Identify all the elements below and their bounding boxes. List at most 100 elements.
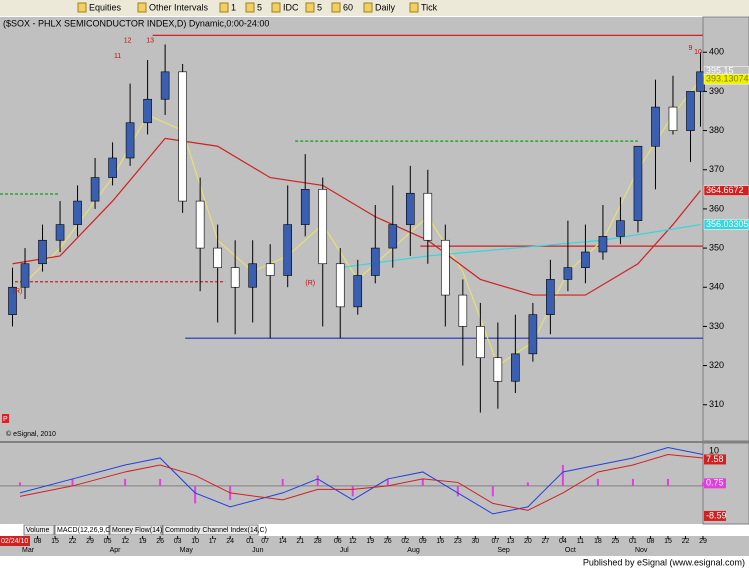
tab-label[interactable]: Money Flow(14)	[112, 527, 162, 534]
value-box	[703, 219, 749, 230]
candle-body	[265, 263, 275, 276]
tab-label[interactable]: MACD(12,26,9,C)	[57, 527, 113, 534]
macd-hist	[124, 478, 127, 486]
macd-macd	[19, 446, 704, 515]
annotation: 11	[114, 53, 121, 60]
candle-body	[616, 220, 625, 237]
candle-body	[143, 98, 152, 124]
x-tick-label: 24	[226, 538, 234, 545]
macd-hist	[159, 478, 162, 486]
y-axis-area	[702, 16, 749, 525]
x-tick-label: 08	[647, 538, 655, 545]
toolbar-button[interactable]	[363, 2, 373, 13]
value-box	[703, 185, 749, 196]
macd-hist	[194, 485, 197, 504]
moving-average	[340, 223, 701, 269]
p-marker	[2, 414, 9, 423]
value-box-label: 393.13074	[706, 74, 749, 84]
x-tick-label: 19	[139, 538, 147, 545]
candle-body	[125, 122, 135, 159]
candle-body	[423, 192, 433, 241]
toolbar-label[interactable]: 60	[343, 2, 353, 12]
x-tick-label: 05	[104, 538, 112, 545]
toolbar-button[interactable]	[77, 2, 87, 13]
annotation: 10	[694, 49, 702, 56]
macd-tick-label: 10	[709, 445, 719, 455]
macd-hist	[316, 475, 319, 486]
month-label: Oct	[565, 547, 576, 554]
x-tick-label: 06	[334, 538, 342, 545]
toolbar-button[interactable]	[409, 2, 419, 13]
macd-value-label: 7.58	[706, 454, 724, 464]
candle-body	[581, 251, 590, 268]
candle-body	[178, 71, 187, 202]
candle-body	[8, 286, 17, 315]
annotation: 9	[689, 45, 693, 52]
macd-hist	[456, 485, 459, 497]
toolbar-button[interactable]	[331, 2, 341, 13]
tab-label[interactable]: Volume	[26, 527, 49, 534]
tab[interactable]	[23, 524, 55, 536]
x-tick-label: 07	[491, 538, 499, 545]
toolbar-label[interactable]: 1	[231, 2, 236, 12]
y-tick-label: 380	[709, 125, 724, 135]
candle-body	[405, 192, 415, 225]
candle-body	[511, 353, 520, 382]
candle-body	[528, 314, 538, 355]
annotation: (R)	[13, 288, 23, 295]
x-tick-label: 14	[279, 538, 287, 545]
toolbar-button[interactable]	[271, 2, 281, 13]
macd-value-box	[704, 454, 726, 465]
toolbar-label[interactable]: 5	[257, 2, 262, 12]
toolbar-label[interactable]: IDC	[283, 2, 299, 12]
candle-body	[248, 263, 257, 288]
candle-body	[20, 263, 30, 288]
candle-body	[318, 189, 328, 265]
tab[interactable]	[54, 524, 110, 536]
tab-label[interactable]: Commodity Channel Index(14,C)	[165, 527, 267, 534]
toolbar-button[interactable]	[219, 2, 229, 13]
macd-hist	[702, 482, 704, 486]
toolbar	[0, 0, 749, 16]
macd-value-label: -8.59	[706, 510, 727, 520]
candle-body	[335, 263, 345, 308]
candle-body	[493, 357, 503, 382]
candle-body	[195, 200, 205, 249]
x-tick-label: 01	[246, 538, 254, 545]
candle-body	[283, 224, 293, 276]
candle-body	[668, 106, 678, 131]
x-tick-label: 25	[612, 538, 620, 545]
date-axis	[0, 536, 749, 556]
x-tick-label: 11	[577, 538, 584, 545]
y-tick-label: 320	[709, 360, 724, 370]
tab[interactable]	[109, 524, 163, 536]
macd-hist	[561, 464, 564, 486]
tab[interactable]	[162, 524, 259, 536]
toolbar-label[interactable]: 5	[317, 2, 322, 12]
toolbar-label[interactable]: Daily	[375, 2, 396, 12]
candle-body	[476, 326, 485, 359]
x-tick-label: 12	[121, 538, 129, 545]
price-pane	[0, 17, 703, 440]
x-tick-label: 17	[209, 538, 217, 545]
candle-body	[90, 177, 100, 202]
toolbar-button[interactable]	[137, 2, 147, 13]
x-tick-label: 21	[296, 538, 304, 545]
toolbar-label[interactable]: Tick	[421, 2, 438, 12]
toolbar-label[interactable]: Equities	[89, 2, 122, 12]
x-tick-label: 22	[69, 538, 77, 545]
chart-title: ($SOX - PHLX SEMICONDUCTOR INDEX,D) Dyna…	[3, 18, 269, 28]
toolbar-button[interactable]	[305, 2, 315, 13]
toolbar-button[interactable]	[245, 2, 255, 13]
x-tick-label: 29	[86, 538, 94, 545]
candle-body	[633, 145, 643, 221]
macd-hist	[491, 485, 494, 497]
toolbar-label[interactable]: Other Intervals	[149, 2, 209, 12]
macd-hist	[281, 478, 284, 486]
month-label: Mar	[22, 547, 35, 554]
macd-hist	[351, 485, 354, 497]
candle-body	[38, 239, 47, 265]
x-tick-label: 28	[314, 538, 322, 545]
macd-pane	[0, 444, 703, 524]
macd-value-box	[704, 510, 726, 521]
